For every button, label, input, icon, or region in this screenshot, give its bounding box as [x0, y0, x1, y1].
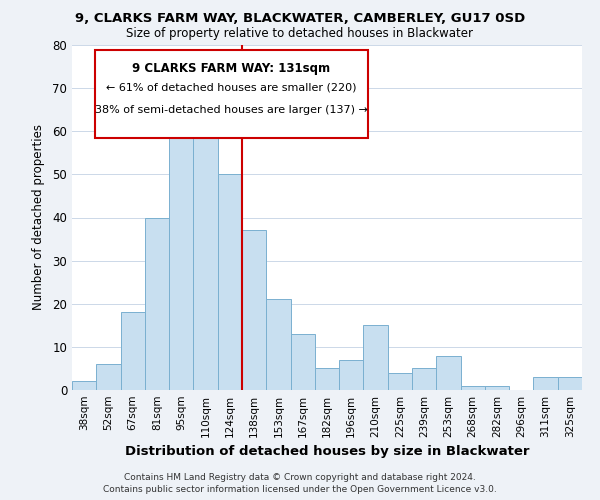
Bar: [72, 382, 96, 390]
Bar: [461, 386, 485, 390]
Bar: [242, 230, 266, 390]
Bar: [533, 377, 558, 390]
Text: 9, CLARKS FARM WAY, BLACKWATER, CAMBERLEY, GU17 0SD: 9, CLARKS FARM WAY, BLACKWATER, CAMBERLE…: [75, 12, 525, 26]
Text: Contains public sector information licensed under the Open Government Licence v3: Contains public sector information licen…: [103, 485, 497, 494]
Bar: [315, 368, 339, 390]
Bar: [485, 386, 509, 390]
Bar: [193, 118, 218, 390]
Bar: [436, 356, 461, 390]
Bar: [266, 300, 290, 390]
Y-axis label: Number of detached properties: Number of detached properties: [32, 124, 46, 310]
Bar: [412, 368, 436, 390]
Bar: [364, 326, 388, 390]
Text: ← 61% of detached houses are smaller (220): ← 61% of detached houses are smaller (22…: [106, 83, 356, 93]
Text: Contains HM Land Registry data © Crown copyright and database right 2024.: Contains HM Land Registry data © Crown c…: [124, 472, 476, 482]
Bar: [96, 364, 121, 390]
FancyBboxPatch shape: [95, 50, 368, 138]
Bar: [339, 360, 364, 390]
Bar: [145, 218, 169, 390]
Text: 9 CLARKS FARM WAY: 131sqm: 9 CLARKS FARM WAY: 131sqm: [133, 62, 331, 75]
Bar: [558, 377, 582, 390]
Bar: [218, 174, 242, 390]
Text: 38% of semi-detached houses are larger (137) →: 38% of semi-detached houses are larger (…: [95, 104, 368, 115]
Text: Size of property relative to detached houses in Blackwater: Size of property relative to detached ho…: [127, 28, 473, 40]
Bar: [121, 312, 145, 390]
X-axis label: Distribution of detached houses by size in Blackwater: Distribution of detached houses by size …: [125, 446, 529, 458]
Bar: [169, 106, 193, 390]
Bar: [290, 334, 315, 390]
Bar: [388, 373, 412, 390]
